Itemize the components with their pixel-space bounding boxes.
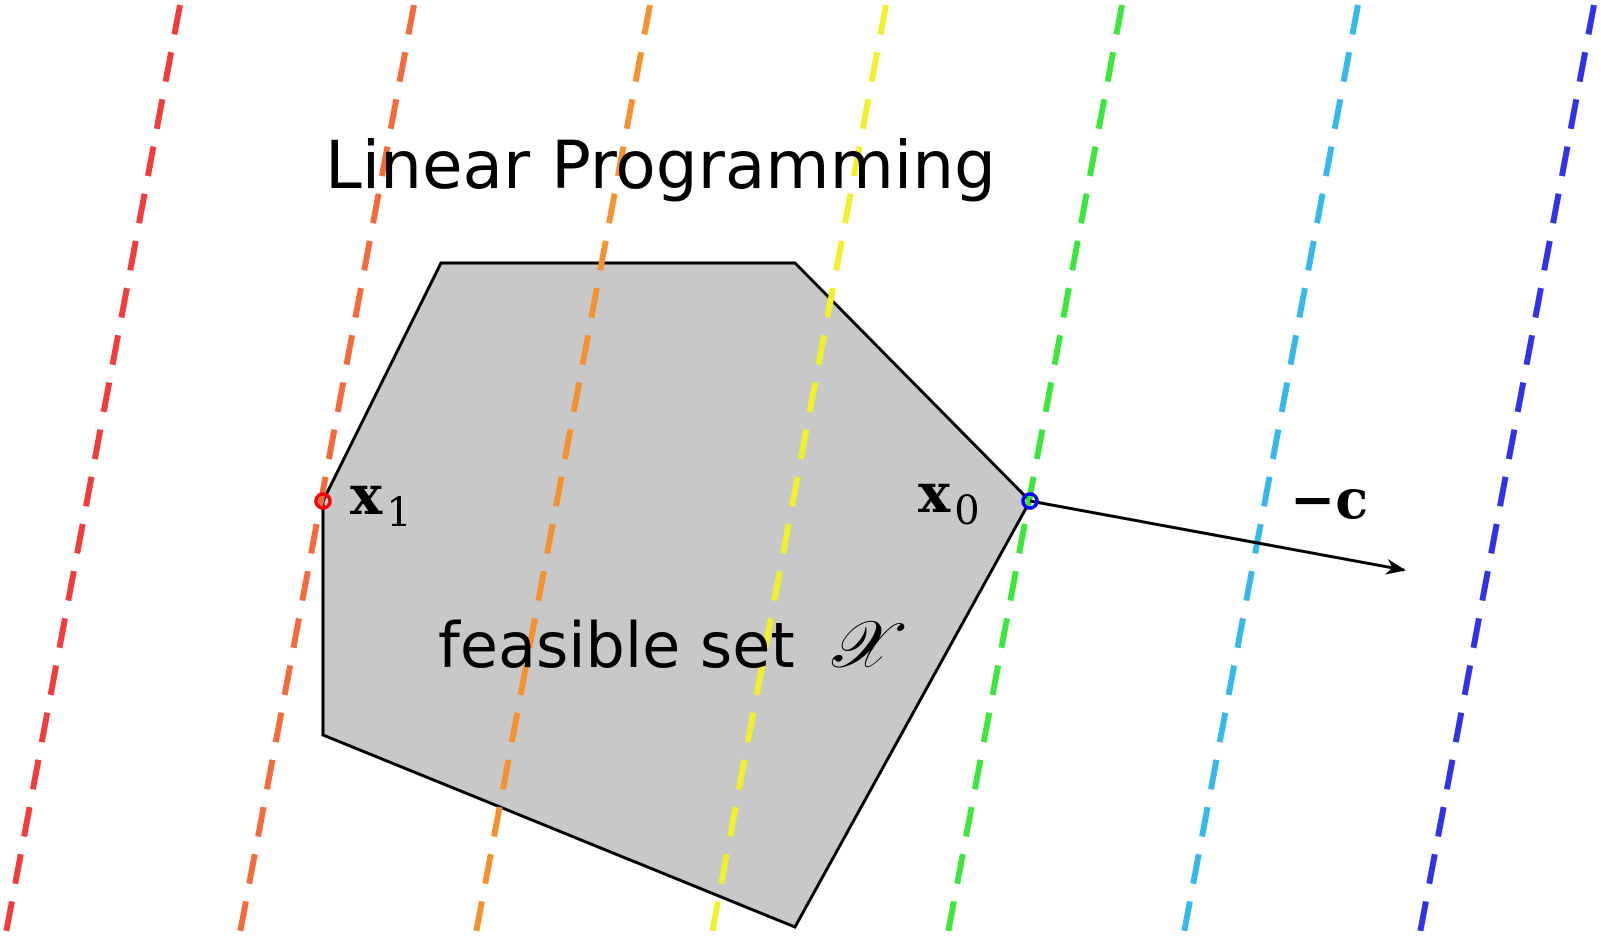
feasible-set-polygon	[321, 261, 1032, 929]
feasible-set-label: feasible set 𝒳	[438, 606, 905, 683]
level-line-5	[944, 4, 1125, 936]
vertex-label-x0: x 0	[918, 461, 980, 534]
direction-arrow	[1029, 499, 1406, 575]
vertex-label-x1-subscript: 1	[386, 490, 411, 536]
level-line-6	[1180, 4, 1361, 936]
vertex-label-x0-subscript: 0	[954, 488, 979, 534]
level-line-3	[472, 4, 653, 936]
feasible-set-text: feasible set	[438, 609, 795, 682]
level-line-1	[2, 4, 183, 936]
level-line-7	[1416, 4, 1597, 936]
level-line-2	[236, 4, 417, 936]
diagram-title: Linear Programming	[325, 127, 996, 204]
vertex-label-x1: x 1	[350, 463, 412, 536]
level-line-4	[708, 4, 889, 936]
vertex-label-x0-main: x	[918, 461, 951, 525]
vertex-point-x1	[314, 492, 332, 510]
vertex-label-x1-main: x	[350, 463, 383, 527]
direction-label: −c	[1290, 467, 1368, 531]
vertex-point-x0	[1021, 492, 1039, 510]
level-lines	[2, 4, 1597, 936]
